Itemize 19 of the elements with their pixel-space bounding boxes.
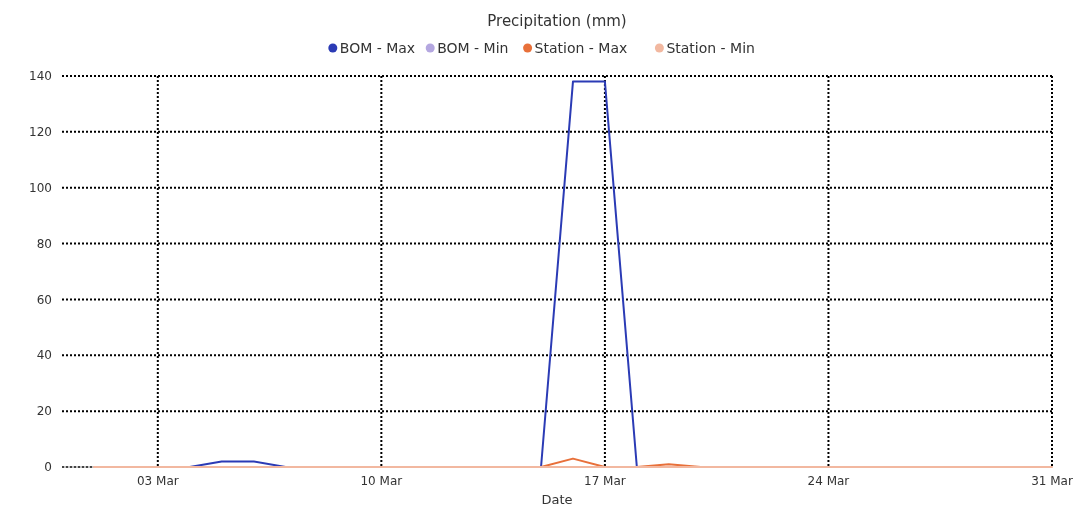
y-tick-label: 20 (36, 404, 52, 419)
y-tick-label: 40 (36, 348, 52, 363)
y-tick-label: 80 (36, 236, 52, 251)
x-tick-label: 10 Mar (360, 474, 403, 488)
legend-label: Station - Min (666, 40, 755, 56)
y-tick-label: 140 (29, 69, 52, 84)
y-tick-label: 100 (29, 180, 52, 195)
x-tick-label: 31 Mar (1031, 474, 1073, 488)
x-axis-title: Date (541, 492, 573, 507)
x-tick-label: 03 Mar (136, 474, 179, 488)
y-tick-label: 60 (36, 292, 52, 307)
legend-label: Station - Max (534, 40, 628, 56)
x-tick-label: 24 Mar (807, 474, 850, 488)
legend-label: BOM - Min (437, 40, 509, 56)
x-tick-label: 17 Mar (584, 474, 626, 488)
y-tick-label: 120 (29, 125, 52, 140)
legend-label: BOM - Max (339, 40, 416, 56)
chart-title: Precipitation (mm) (487, 12, 627, 30)
y-tick-label: 0 (44, 460, 52, 475)
